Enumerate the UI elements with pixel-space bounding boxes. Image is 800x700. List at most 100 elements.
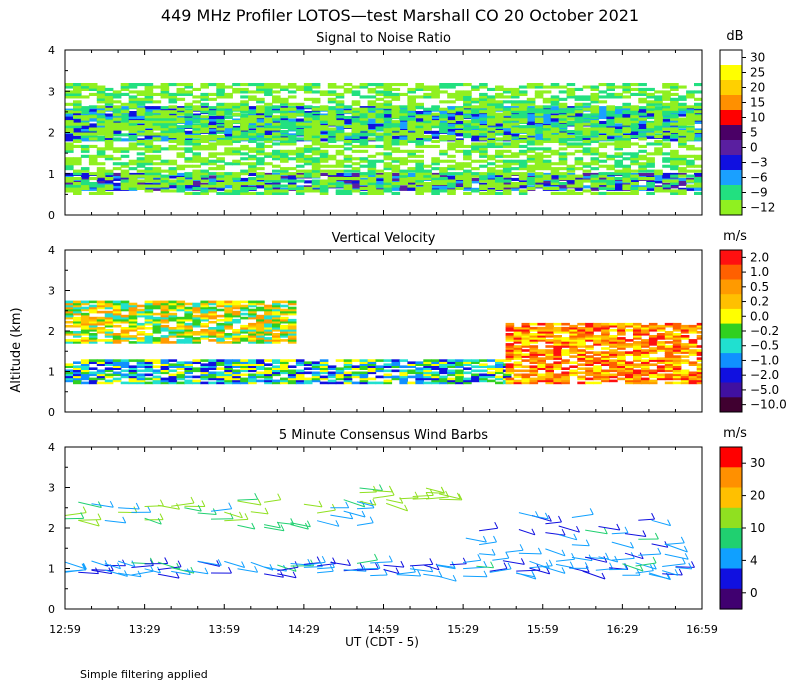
heat-cell [646,92,655,96]
heat-cell [518,102,528,106]
colorbar-label: −9 [750,186,768,200]
heat-cell [479,116,488,120]
heat-cell [654,175,663,179]
heat-cell [208,361,217,364]
heat-cell [638,164,647,168]
heat-cell [351,130,361,134]
heat-cell [479,85,488,89]
heat-cell [232,120,241,124]
heat-cell [670,159,679,163]
heat-cell [80,169,90,173]
heat-cell [128,135,138,139]
heat-cell [224,322,233,326]
heat-cell [526,113,536,117]
heat-cell [502,159,512,163]
heat-cell [479,95,488,99]
heat-cell [343,123,353,127]
heat-cell [513,339,523,342]
heat-cell [550,177,560,181]
heat-cell [566,152,576,156]
heat-cell [192,138,201,142]
heat-cell [399,179,408,183]
heat-cell [144,381,154,385]
heat-cell [471,85,480,89]
heat-cell [311,361,321,364]
heat-cell [96,108,106,112]
heat-cell [566,174,576,178]
heat-cell [232,371,241,375]
heat-cell [510,187,520,191]
colorbar-label: 25 [750,66,765,80]
heat-cell [144,335,154,338]
heat-cell [216,329,225,332]
heat-cell [601,326,610,330]
heat-cell [160,189,170,193]
heat-cell [144,365,154,368]
heat-cell [192,308,201,312]
heat-cell [550,179,560,183]
heat-cell [550,85,560,89]
heat-cell [614,172,623,176]
heat-cell [407,149,416,153]
heat-cell [152,304,162,308]
heat-cell [545,357,554,360]
heat-cell [160,365,170,368]
heat-cell [73,90,82,94]
heat-cell [550,130,560,134]
heat-cell [128,367,138,370]
heat-cell [120,138,130,142]
heat-cell [319,138,329,142]
heat-cell [590,87,600,91]
heat-cell [646,182,655,186]
heat-cell [96,331,106,334]
heat-cell [431,182,440,186]
heat-cell [136,369,146,373]
heat-cell [65,186,74,190]
heat-cell [633,324,642,328]
heat-cell [487,184,496,188]
heat-cell [311,187,321,191]
heat-cell [136,92,146,96]
heat-cell [585,359,594,362]
heat-cell [351,177,361,181]
heat-cell [670,185,679,189]
heat-cell [590,157,600,161]
heat-cell [152,174,162,178]
heat-cell [88,144,98,148]
heat-cell [641,345,650,348]
heat-cell [566,110,576,114]
heat-cell [625,329,634,332]
heat-cell [120,164,130,168]
heat-cell [625,324,634,328]
heat-cell [311,189,321,193]
heat-cell [646,164,655,168]
heat-cell [216,322,225,326]
heat-cell [88,371,98,375]
heat-cell [569,339,578,342]
heat-cell [144,159,154,163]
heat-cell [510,107,520,111]
heat-cell [303,111,313,115]
heat-cell [88,159,98,163]
heat-cell [633,381,642,385]
heat-cell [359,186,369,190]
heat-cell [80,135,90,139]
heat-cell [582,120,592,124]
heat-cell [439,135,448,139]
heat-cell [678,139,687,143]
heat-cell [375,159,385,163]
heat-cell [487,97,496,101]
heat-cell [327,365,337,368]
heat-cell [463,164,472,168]
heat-cell [176,371,186,375]
heat-cell [73,125,82,129]
heat-cell [303,87,313,91]
heat-cell [112,95,122,99]
heat-cell [192,375,201,379]
heat-cell [351,189,361,193]
heat-cell [232,180,241,184]
heat-cell [502,116,512,120]
heat-cell [423,375,432,379]
heat-cell [566,138,576,142]
heat-cell [375,137,385,141]
